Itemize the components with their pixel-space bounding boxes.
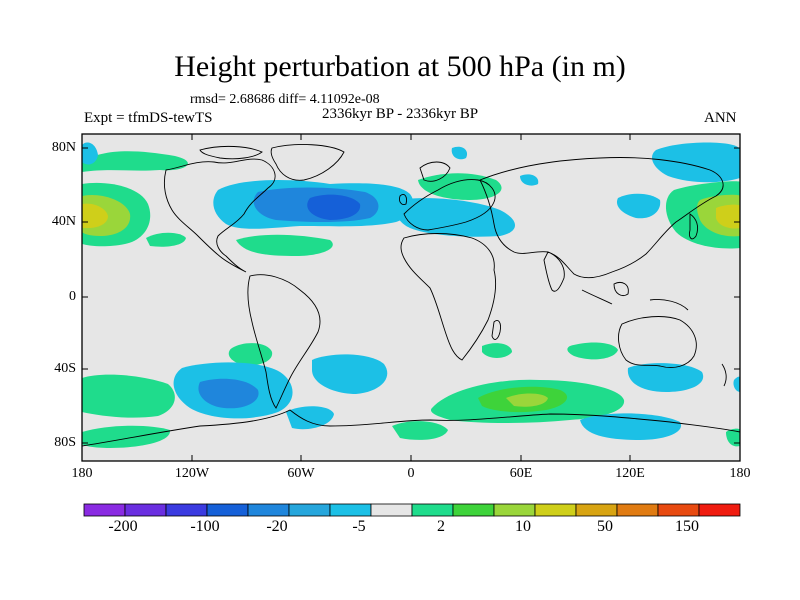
plot-title: Height perturbation at 500 hPa (in m) [174,50,626,83]
contour-npac-east-150 [716,204,740,229]
contour-ant-green-right [726,428,740,447]
contour-ant-small-right [733,376,740,392]
colorbar-box [452,503,495,517]
lon-label-180-right: 180 [729,466,751,481]
colorbar-box [83,503,126,517]
colorbar-label-10: 10 [515,518,531,535]
experiment-label: Expt = tfmDS-tewTS [84,110,213,126]
lon-label-0: 0 [407,466,415,481]
contour-ant-green-2 [392,421,448,440]
colorbar [83,503,741,517]
contour-arctic-cyan-2 [451,146,468,160]
lat-label-40n: 40N [51,214,76,229]
coast-british-isles [399,193,407,205]
contour-sh-green-2 [482,343,512,358]
coast-india [543,251,565,292]
coast-sumatra [581,289,613,305]
colorbar-label-m5: -5 [352,518,366,535]
colorbar-box [616,503,659,517]
height-field [82,142,740,448]
map-background [82,134,740,461]
contour-siberia-5 [652,142,740,183]
colorbar-label-150: 150 [675,518,699,535]
coastlines [82,144,740,447]
coast-canadian-arctic [199,145,263,160]
coast-antarctica [82,409,740,447]
colorbar-box [288,503,331,517]
axis-ticks [82,134,740,461]
contour-sh-west-10 [82,374,175,418]
contour-sh-east-5 [627,363,704,392]
coast-south-america [247,274,321,409]
lat-label-80s: 80S [54,435,76,450]
colorbar-box [370,503,413,517]
lon-label-60w: 60W [287,466,315,481]
colorbar-box [124,503,167,517]
colorbar-box [534,503,577,517]
colorbar-box [247,503,290,517]
contour-arctic-west [82,151,188,172]
colorbar-box [206,503,249,517]
contour-europe-5 [395,198,515,237]
coast-australia [618,316,697,368]
lon-label-60e: 60E [509,466,533,481]
contour-npac-west-150 [82,203,108,228]
coast-new-guinea [649,299,689,311]
coast-madagascar [491,320,501,340]
colorbar-label-m100: -100 [190,518,220,535]
contour-sind-100 [506,393,548,407]
colorbar-box [493,503,536,517]
contour-sh-green-3 [567,342,618,360]
contour-ant-cyan-1 [286,406,334,430]
contour-sh-green-1 [228,343,273,366]
lon-label-180-left: 180 [71,466,93,481]
colorbar-box [698,503,741,517]
coast-europe [403,179,496,231]
lat-label-80n: 80N [51,140,76,155]
coast-greenland [270,144,345,181]
contour-natl-100 [307,194,361,220]
contour-sh-east-cyan-2 [580,413,682,440]
contour-subtrop-atl [236,234,333,256]
lat-label-0: 0 [69,289,76,304]
season-label: ANN [704,110,737,126]
colorbar-box [411,503,454,517]
coast-japan [689,213,699,240]
contour-arctic-cyan-3 [520,174,539,186]
coast-borneo [613,282,629,296]
contour-satl-5 [312,354,388,394]
colorbar-label-m20: -20 [266,518,288,535]
coast-new-zealand [721,363,727,387]
contour-npac-small [146,232,186,247]
colorbar-box [329,503,372,517]
colorbar-box [165,503,208,517]
colorbar-label-2: 2 [437,518,445,535]
colorbar-box [657,503,700,517]
lon-label-120w: 120W [174,466,210,481]
period-label: 2336kyr BP - 2336kyr BP [322,106,479,122]
contour-spac-20 [198,378,259,409]
colorbar-label-50: 50 [597,518,613,535]
coast-asia [479,157,724,279]
coast-scandinavia [419,161,451,182]
colorbar-label-m200: -200 [108,518,138,535]
coast-north-america [163,158,276,273]
coast-africa [400,233,497,361]
stats-text: rmsd= 2.68686 diff= 4.11092e-08 [190,92,380,107]
lon-label-120e: 120E [615,466,645,481]
contour-east-asia-5 [616,193,661,219]
colorbar-box [575,503,618,517]
lat-label-40s: 40S [54,361,76,376]
